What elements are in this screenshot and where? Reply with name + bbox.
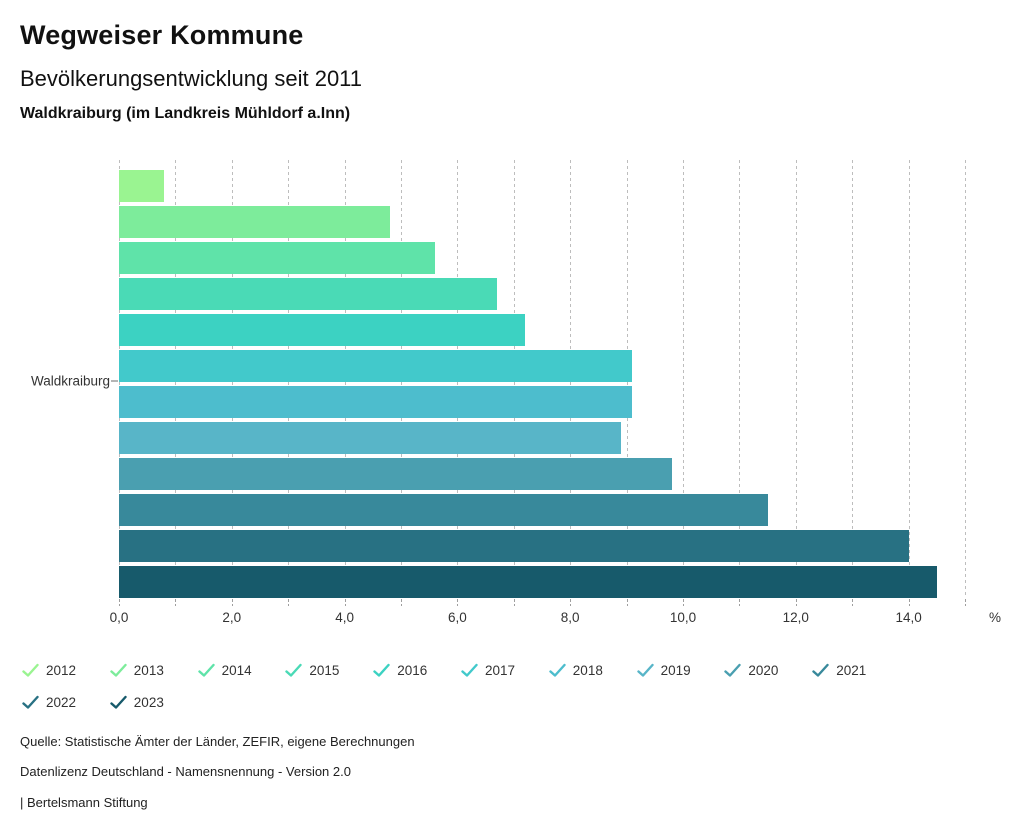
x-axis-tick-8 <box>570 599 572 606</box>
license-text: Datenlizenz Deutschland - Namensnennung … <box>20 764 351 779</box>
legend-year-label: 2012 <box>46 662 77 678</box>
legend-year-label: 2020 <box>748 662 779 678</box>
x-tick-label-2,0: 2,0 <box>222 610 242 625</box>
gridline-14 <box>908 160 910 598</box>
x-axis-unit-label: % <box>988 610 1002 625</box>
y-axis-tick <box>111 380 118 382</box>
x-axis-tick-6 <box>457 599 459 606</box>
check-mark-icon <box>197 663 215 677</box>
bar-2020[interactable] <box>119 458 672 490</box>
x-axis-tick-5 <box>401 599 402 606</box>
check-mark-icon <box>373 663 390 677</box>
x-axis-tick-1 <box>175 599 177 606</box>
check-mark-icon <box>22 695 39 709</box>
check-mark-icon <box>110 695 127 709</box>
x-axis-tick-9 <box>626 599 628 606</box>
x-axis-tick-4 <box>344 599 346 606</box>
legend-year-label: 2023 <box>133 694 164 710</box>
gridline-13 <box>852 160 854 598</box>
x-tick-label-6,0: 6,0 <box>448 610 467 625</box>
gridline-12 <box>795 160 797 598</box>
check-mark-icon <box>110 663 127 677</box>
legend-year-label: 2016 <box>397 662 428 678</box>
x-axis-tick-14 <box>908 599 910 606</box>
region-label: Waldkraiburg (im Landkreis Mühldorf a.In… <box>20 105 351 122</box>
page-title: Wegweiser Kommune <box>20 20 304 50</box>
check-mark-icon <box>285 663 303 677</box>
check-mark-icon <box>636 663 654 677</box>
source-text: Quelle: Statistische Ämter der Länder, Z… <box>20 734 415 749</box>
legend-item-2017[interactable]: 2017 <box>461 662 515 678</box>
x-axis-tick-13 <box>852 599 854 606</box>
legend-year-label: 2015 <box>309 662 340 678</box>
legend-year-label: 2019 <box>660 662 691 678</box>
chart-subtitle: Bevölkerungsentwicklung seit 2011 <box>20 66 363 91</box>
legend-item-2022[interactable]: 2022 <box>22 694 76 710</box>
bar-2016[interactable] <box>119 314 526 346</box>
legend-item-2019[interactable]: 2019 <box>636 662 691 678</box>
legend-year-label: 2022 <box>46 694 77 710</box>
brand-text: | Bertelsmann Stiftung <box>20 795 148 810</box>
check-mark-icon <box>549 663 566 677</box>
bar-2012[interactable] <box>119 170 165 202</box>
bar-2018[interactable] <box>119 386 633 418</box>
x-tick-label-4,0: 4,0 <box>335 610 354 625</box>
x-axis-tick-11 <box>739 599 741 606</box>
legend-item-2016[interactable]: 2016 <box>373 662 427 678</box>
x-axis-tick-0 <box>119 599 120 606</box>
bar-2021[interactable] <box>119 494 768 526</box>
bar-2014[interactable] <box>119 242 435 274</box>
legend-year-label: 2017 <box>485 662 516 678</box>
gridline-11 <box>739 160 741 598</box>
gridline-15 <box>965 160 966 598</box>
bar-2013[interactable] <box>119 206 390 238</box>
x-axis-tick-7 <box>513 599 515 606</box>
legend-item-2012[interactable]: 2012 <box>22 662 76 678</box>
legend-year-label: 2014 <box>221 662 252 678</box>
x-tick-label-12,0: 12,0 <box>782 610 809 625</box>
check-mark-icon <box>461 663 478 677</box>
legend-item-2013[interactable]: 2013 <box>110 662 164 678</box>
x-axis-tick-12 <box>795 599 797 606</box>
legend-year-label: 2021 <box>836 662 867 678</box>
x-axis-tick-3 <box>288 599 290 606</box>
bar-2017[interactable] <box>119 350 633 382</box>
legend-year-label: 2013 <box>133 662 164 678</box>
x-axis-tick-10 <box>683 599 684 606</box>
bar-2022[interactable] <box>119 530 909 562</box>
legend-item-2018[interactable]: 2018 <box>549 662 603 678</box>
legend-item-2020[interactable]: 2020 <box>724 662 778 678</box>
legend-item-2021[interactable]: 2021 <box>812 662 866 678</box>
x-axis-tick-2 <box>231 599 233 606</box>
bar-2019[interactable] <box>119 422 621 454</box>
x-tick-label-0,0: 0,0 <box>109 610 129 625</box>
bar-2023[interactable] <box>119 566 937 598</box>
check-mark-icon <box>22 663 39 677</box>
x-tick-label-8,0: 8,0 <box>560 610 580 625</box>
legend-item-2015[interactable]: 2015 <box>285 662 339 678</box>
check-mark-icon <box>724 663 742 677</box>
x-tick-label-10,0: 10,0 <box>669 610 697 625</box>
gridline-10 <box>683 160 684 598</box>
bar-2015[interactable] <box>119 278 497 310</box>
check-mark-icon <box>812 663 829 677</box>
legend-item-2014[interactable]: 2014 <box>197 662 252 678</box>
x-axis-tick-15 <box>965 599 966 606</box>
legend-item-2023[interactable]: 2023 <box>110 694 164 710</box>
x-tick-label-14,0: 14,0 <box>895 610 922 625</box>
legend-year-label: 2018 <box>572 662 603 678</box>
y-axis-category-label: Waldkraiburg <box>30 373 110 389</box>
